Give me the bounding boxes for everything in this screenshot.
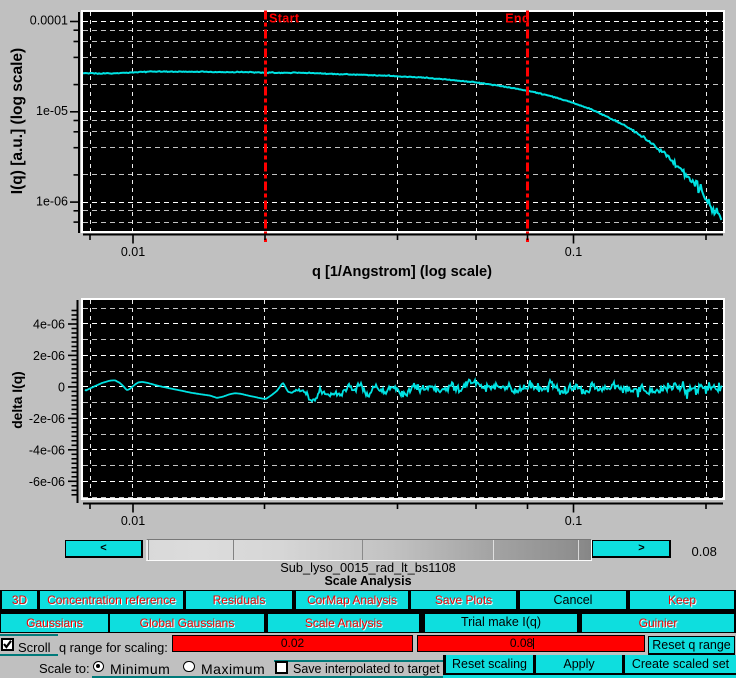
svg-text:2e-06: 2e-06	[33, 349, 65, 363]
svg-text:0.0001: 0.0001	[30, 14, 68, 28]
svg-text:Start: Start	[269, 12, 300, 26]
svg-text:-6e-06: -6e-06	[29, 475, 65, 489]
svg-text:q [1/Angstrom] (log scale): q [1/Angstrom] (log scale)	[312, 264, 492, 280]
svg-text:-2e-06: -2e-06	[29, 412, 65, 426]
svg-text:0.01: 0.01	[121, 245, 145, 259]
svg-text:-4e-06: -4e-06	[29, 443, 65, 457]
svg-text:0.01: 0.01	[121, 514, 145, 528]
svg-text:End: End	[505, 12, 530, 26]
svg-text:0.1: 0.1	[565, 514, 582, 528]
svg-text:1e-05: 1e-05	[36, 104, 68, 118]
svg-text:delta I(q): delta I(q)	[10, 371, 25, 429]
svg-text:0: 0	[58, 380, 65, 394]
svg-text:I(q) [a.u.] (log scale): I(q) [a.u.] (log scale)	[9, 48, 26, 194]
svg-text:1e-06: 1e-06	[36, 194, 68, 208]
svg-text:4e-06: 4e-06	[33, 318, 65, 332]
svg-text:0.1: 0.1	[565, 245, 582, 259]
